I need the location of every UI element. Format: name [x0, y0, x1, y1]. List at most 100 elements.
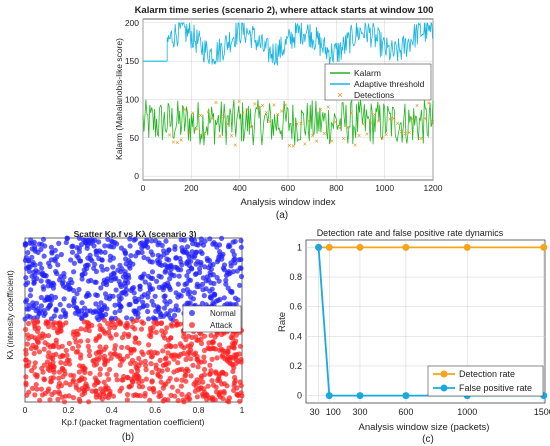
normal-point: [149, 269, 156, 275]
attack-point: [41, 377, 48, 383]
detection-marker: ×: [229, 133, 233, 140]
normal-point: [83, 312, 89, 318]
normal-point: [166, 257, 172, 263]
normal-point: [148, 275, 154, 281]
normal-point: [71, 269, 77, 275]
detection-marker: ×: [280, 108, 284, 115]
attack-point: [107, 366, 113, 373]
attack-point: [113, 332, 119, 338]
attack-point: [230, 362, 236, 368]
normal-point: [118, 295, 124, 301]
panel-a: Kalarm time series (scenario 2), where a…: [114, 5, 443, 221]
attack-point: [217, 347, 223, 353]
normal-point: [53, 268, 59, 275]
attack-point: [237, 343, 244, 349]
normal-point: [207, 272, 214, 278]
attack-point: [41, 346, 47, 352]
normal-point: [150, 252, 156, 258]
normal-point: [185, 258, 192, 264]
attack-point: [107, 325, 113, 331]
normal-point: [182, 281, 188, 288]
normal-point: [63, 239, 69, 246]
normal-point: [133, 308, 139, 314]
attack-point: [92, 375, 98, 381]
normal-point: [225, 285, 231, 291]
normal-point: [78, 241, 85, 248]
legend-fpr-marker: [440, 384, 448, 392]
attack-point: [220, 395, 226, 402]
normal-point: [199, 281, 206, 287]
normal-point: [175, 307, 181, 313]
attack-point: [102, 362, 108, 368]
attack-point: [194, 357, 200, 363]
normal-point: [167, 308, 174, 314]
normal-point: [82, 270, 88, 277]
normal-point: [198, 249, 204, 255]
normal-point: [178, 237, 184, 243]
normal-point: [147, 259, 153, 265]
normal-point: [26, 258, 32, 264]
normal-point: [31, 269, 37, 275]
detection-marker: ×: [291, 143, 295, 150]
detection-marker: ×: [202, 131, 206, 138]
normal-point: [161, 305, 168, 311]
attack-point: [86, 348, 92, 354]
attack-point: [86, 328, 92, 334]
attack-point: [87, 370, 93, 376]
detection-marker: ×: [349, 111, 353, 118]
normal-point: [221, 262, 228, 268]
a-x-tick-label: 1200: [424, 183, 443, 193]
attack-point: [175, 360, 181, 366]
normal-point: [66, 303, 72, 309]
attack-point: [225, 348, 231, 354]
attack-point: [45, 342, 51, 348]
b-x-tick-label: 1: [240, 405, 245, 415]
normal-point: [194, 281, 200, 287]
legend-fpr-label: False positive rate: [459, 383, 532, 393]
detection-marker: ×: [237, 99, 241, 106]
normal-point: [27, 293, 33, 299]
detection-marker: ×: [183, 107, 187, 114]
attack-point: [209, 378, 215, 384]
normal-point: [228, 260, 234, 266]
detection-marker: ×: [214, 100, 218, 107]
attack-point: [98, 386, 104, 392]
attack-point: [210, 339, 216, 345]
attack-point: [230, 368, 236, 374]
normal-point: [23, 282, 29, 288]
attack-point: [59, 343, 65, 349]
normal-point: [94, 292, 100, 298]
attack-point: [106, 376, 112, 382]
normal-point: [64, 235, 71, 241]
detection-marker: ×: [303, 142, 307, 149]
normal-point: [149, 298, 155, 304]
attack-point: [140, 351, 146, 357]
normal-point: [49, 297, 55, 303]
b-x-tick-label: 0.6: [149, 405, 161, 415]
attack-point: [155, 372, 162, 379]
attack-point: [213, 370, 219, 376]
panel-a-xlabel: Analysis window index: [240, 197, 335, 208]
normal-point: [45, 283, 51, 289]
attack-point: [153, 365, 159, 371]
attack-point: [58, 360, 64, 366]
normal-point: [184, 273, 190, 279]
attack-point: [149, 379, 155, 385]
normal-point: [33, 307, 39, 314]
normal-point: [219, 235, 225, 241]
normal-point: [184, 244, 191, 250]
attack-point: [103, 387, 109, 393]
attack-point: [133, 392, 139, 398]
normal-point: [108, 275, 114, 281]
c-x-tick-label: 1000: [457, 407, 477, 417]
normal-point: [132, 295, 138, 301]
attack-point: [169, 384, 175, 390]
normal-point: [108, 244, 114, 250]
attack-point: [66, 340, 72, 346]
attack-point: [217, 342, 223, 348]
attack-point: [23, 347, 29, 353]
panel-c: Detection rate and false positive rate d…: [277, 228, 550, 445]
detection-marker: ×: [226, 121, 230, 128]
normal-point: [127, 301, 133, 307]
attack-point: [226, 395, 233, 401]
